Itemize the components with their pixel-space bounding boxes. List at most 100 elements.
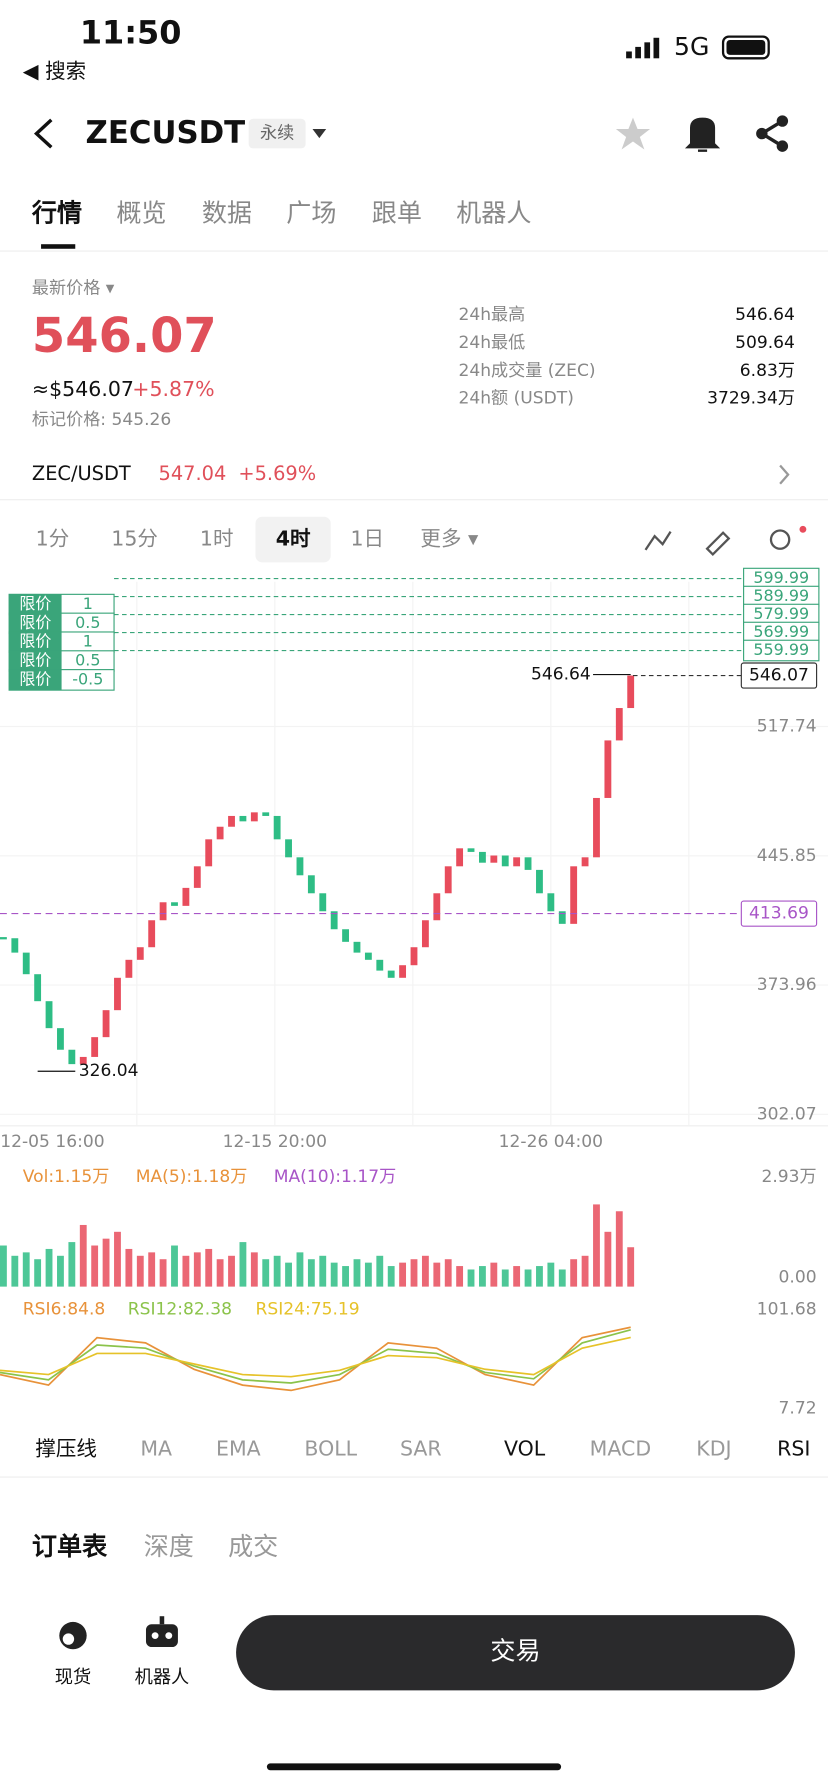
volume-bar bbox=[296, 1252, 304, 1287]
alert[interactable] bbox=[684, 117, 721, 152]
y-tick-label: 517.74 bbox=[757, 716, 817, 736]
y-tick-label: 2.93万 bbox=[761, 1167, 816, 1187]
indicator-tab[interactable]: 撑压线 bbox=[35, 1437, 97, 1461]
volume-bar bbox=[228, 1255, 235, 1287]
interval[interactable]: 更多 ▾ bbox=[420, 527, 479, 551]
avg-label: 413.69 bbox=[749, 904, 809, 924]
indicator-tab[interactable]: MACD bbox=[590, 1437, 651, 1461]
tab[interactable]: 机器人 bbox=[456, 199, 531, 228]
symbol: ZECUSDT bbox=[86, 115, 246, 151]
stat-value: 546.64 bbox=[735, 305, 795, 325]
indicator-tab[interactable]: VOL bbox=[504, 1437, 546, 1461]
indicator-tab[interactable]: KDJ bbox=[696, 1437, 731, 1461]
tab[interactable]: 行情 bbox=[31, 199, 82, 228]
volume-bar bbox=[479, 1266, 486, 1287]
order-price: 559.99 bbox=[753, 640, 809, 659]
volume-bar bbox=[125, 1248, 133, 1287]
y-tick-label: 373.96 bbox=[757, 975, 817, 995]
legend-entry: RSI6:84.8 bbox=[23, 1299, 105, 1319]
candle bbox=[627, 675, 635, 709]
book-tab[interactable]: 深度 bbox=[144, 1532, 194, 1561]
candle bbox=[547, 893, 555, 912]
candle bbox=[216, 826, 224, 840]
trade-button[interactable] bbox=[236, 1615, 795, 1691]
stat-value: 6.83万 bbox=[740, 361, 795, 381]
trade-label[interactable]: 交易 bbox=[490, 1637, 540, 1666]
legend-entry: RSI12:82.38 bbox=[128, 1299, 232, 1319]
interval[interactable]: 4时 bbox=[276, 527, 311, 551]
candle bbox=[490, 855, 498, 863]
share[interactable] bbox=[756, 115, 789, 152]
volume-bar bbox=[524, 1269, 532, 1287]
rsi-line bbox=[0, 1328, 631, 1384]
spot-pair[interactable]: ZEC/USDT bbox=[32, 462, 131, 485]
volume-bar bbox=[182, 1255, 190, 1287]
nav-label[interactable]: 现货 bbox=[55, 1667, 91, 1688]
candle bbox=[479, 851, 486, 863]
favorite[interactable] bbox=[615, 117, 651, 150]
tab[interactable]: 概览 bbox=[116, 199, 166, 228]
tab[interactable]: 数据 bbox=[202, 199, 252, 228]
dropdown[interactable] bbox=[312, 129, 327, 139]
candle bbox=[125, 959, 133, 978]
interval[interactable]: 1日 bbox=[350, 527, 384, 551]
candle bbox=[0, 937, 7, 940]
back-link[interactable]: ◀ 搜索 bbox=[23, 59, 86, 83]
candle bbox=[433, 893, 441, 921]
rsi-line bbox=[0, 1326, 631, 1392]
volume-bar bbox=[45, 1248, 53, 1287]
volume-bar bbox=[148, 1252, 156, 1287]
volume-bar bbox=[467, 1269, 475, 1287]
candle bbox=[250, 812, 258, 822]
volume-bar bbox=[273, 1255, 281, 1287]
candle bbox=[536, 869, 543, 894]
last-price-tag bbox=[740, 662, 818, 689]
candle bbox=[501, 855, 509, 867]
candle bbox=[444, 866, 452, 894]
stat-label: 24h最高 bbox=[458, 305, 525, 325]
y-tick-label: 445.85 bbox=[757, 846, 817, 866]
indicator-tab[interactable]: SAR bbox=[400, 1437, 442, 1461]
interval-active bbox=[255, 516, 331, 563]
order-qty: 0.5 bbox=[75, 613, 100, 632]
signal bbox=[626, 37, 660, 59]
indicator-tab[interactable]: EMA bbox=[216, 1437, 261, 1461]
candle bbox=[114, 977, 121, 1011]
volume-bar bbox=[319, 1255, 327, 1287]
order-price: 579.99 bbox=[753, 604, 809, 623]
volume-bar bbox=[68, 1242, 76, 1287]
tab[interactable]: 跟单 bbox=[372, 199, 422, 228]
indicator-tab[interactable]: BOLL bbox=[304, 1437, 357, 1461]
nav-label[interactable]: 机器人 bbox=[135, 1667, 190, 1688]
volume-bar bbox=[570, 1259, 578, 1287]
candle bbox=[513, 857, 521, 867]
volume-bar bbox=[307, 1259, 315, 1287]
volume-label: MA(10):1.17万 bbox=[274, 1167, 396, 1187]
indicator-tab[interactable]: MA bbox=[140, 1437, 172, 1461]
high-label: 546.64 bbox=[531, 665, 591, 685]
robot-icon[interactable] bbox=[145, 1616, 178, 1648]
tab[interactable]: 广场 bbox=[286, 199, 336, 228]
toolbar[interactable] bbox=[644, 525, 807, 557]
chevron[interactable] bbox=[779, 464, 790, 485]
back-button[interactable] bbox=[33, 118, 53, 149]
candle bbox=[228, 815, 235, 827]
interval[interactable]: 15分 bbox=[111, 527, 158, 551]
last-price-label: 546.07 bbox=[749, 666, 809, 686]
candle bbox=[399, 965, 407, 978]
y-tick-label: 7.72 bbox=[779, 1399, 817, 1419]
book-tab[interactable]: 成交 bbox=[228, 1532, 278, 1561]
candle bbox=[205, 839, 213, 867]
volume-bar bbox=[501, 1269, 509, 1287]
spot-icon[interactable] bbox=[59, 1621, 87, 1650]
indicator-tab[interactable]: RSI bbox=[777, 1437, 810, 1461]
volume-bar bbox=[171, 1245, 178, 1287]
book-tab[interactable]: 订单表 bbox=[32, 1532, 108, 1561]
interval[interactable]: 1时 bbox=[200, 527, 234, 551]
volume-bar bbox=[250, 1252, 258, 1287]
volume-bar bbox=[193, 1252, 201, 1287]
volume-bar bbox=[581, 1255, 589, 1287]
interval[interactable]: 1分 bbox=[36, 527, 70, 551]
volume-bar bbox=[421, 1255, 429, 1287]
